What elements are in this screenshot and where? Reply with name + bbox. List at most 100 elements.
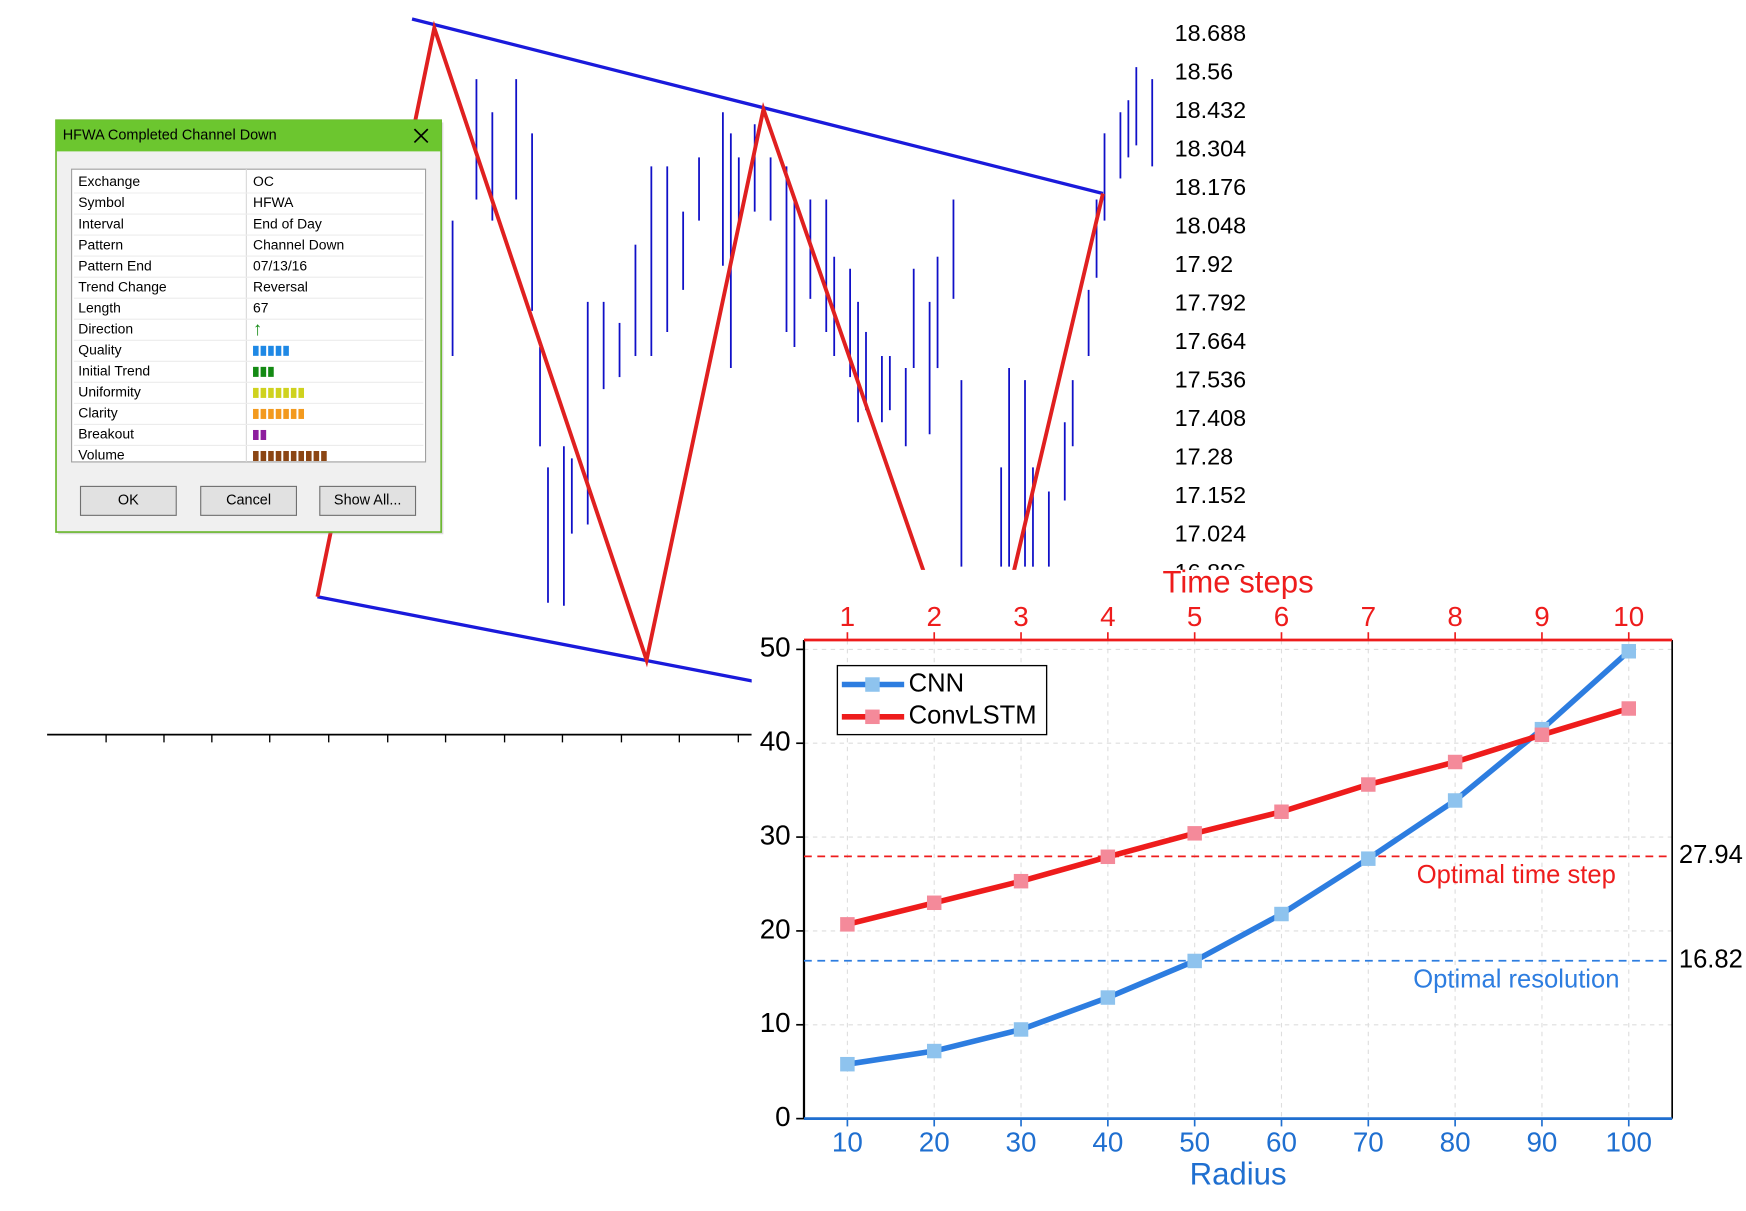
rating-block	[253, 408, 259, 419]
reference-value: 16.82	[1679, 946, 1743, 974]
rating-block	[268, 408, 274, 419]
row-label: Exchange	[78, 173, 140, 189]
price-chart: 18.688 18.56 18.432 18.304 18.176 18.048 17.92…	[47, 17, 1246, 743]
x-tick-marks	[105, 734, 739, 743]
button-label[interactable]: Cancel	[226, 493, 271, 509]
x-tick-label: 40	[1092, 1127, 1123, 1158]
series-marker	[1534, 727, 1550, 743]
row-label: Pattern End	[78, 257, 151, 273]
button[interactable]	[79, 485, 177, 516]
row-value: OC	[253, 173, 274, 189]
rating-block	[260, 429, 267, 440]
x-tick-label: 70	[1353, 1127, 1384, 1158]
row-value: Reversal	[253, 278, 308, 294]
button-label[interactable]: Show All...	[334, 493, 401, 509]
rating-block	[268, 387, 274, 398]
row-label: Trend Change	[78, 278, 167, 294]
legend-label: CNN	[909, 669, 964, 697]
rating-block	[260, 387, 267, 398]
y-tick-label: 20	[760, 913, 791, 944]
x2-tick-label: 10	[1613, 601, 1644, 632]
reference-label: Optimal time step	[1417, 861, 1616, 889]
y-tick-label: 17.536	[1175, 366, 1246, 392]
series-marker	[1013, 1022, 1029, 1037]
reference-value: 27.94	[1679, 841, 1743, 869]
series-marker	[1100, 849, 1116, 865]
row-label: Direction	[78, 320, 133, 336]
y-tick-label: 17.408	[1175, 405, 1246, 431]
close-button[interactable]	[413, 128, 429, 144]
rating-block	[253, 451, 259, 462]
rating-block	[283, 408, 289, 419]
y-tick-label: 0	[775, 1101, 790, 1132]
y-tick-label: 17.152	[1175, 482, 1246, 508]
y-tick-label: 18.56	[1175, 58, 1233, 84]
row-label: Quality	[78, 342, 121, 358]
rating-block	[283, 451, 289, 462]
y-tick-label: 17.28	[1175, 444, 1233, 470]
rating-block	[260, 451, 267, 462]
x-tick-label: 20	[919, 1127, 950, 1158]
x2-tick-label: 7	[1361, 601, 1376, 632]
x-tick-label: 80	[1440, 1127, 1471, 1158]
y-tick-label: 17.024	[1175, 521, 1246, 547]
series-marker	[1447, 754, 1463, 770]
x-tick-label: 50	[1179, 1127, 1210, 1158]
series-marker	[1013, 873, 1029, 889]
properties-table	[71, 168, 427, 463]
rating-block	[268, 366, 274, 377]
line-chart: 0 10 20 30 40 50 10 20 30 40 50 60 70 80 90 100 1 2 3 4 5 6 7 8…	[751, 565, 1746, 1211]
channel-line	[411, 17, 1104, 196]
y-tick-label: 50	[760, 632, 791, 663]
rating-block	[290, 408, 297, 419]
row-label: Pattern	[78, 236, 123, 252]
y-tick-label: 10	[760, 1007, 791, 1038]
series-marker	[926, 895, 942, 911]
legend-marker	[865, 677, 880, 692]
rating-block	[260, 366, 267, 377]
rating-block	[275, 345, 282, 356]
x2-tick-label: 1	[840, 601, 855, 632]
y-tick-label: 17.792	[1175, 289, 1246, 315]
row-label: Interval	[78, 215, 124, 231]
series-marker	[840, 1056, 855, 1072]
rating-block	[283, 387, 289, 398]
rating-block	[298, 387, 305, 398]
channel-line	[317, 595, 753, 683]
legend-marker	[865, 709, 880, 725]
y-tick-label: 18.304	[1175, 135, 1246, 161]
rating-block	[283, 345, 289, 356]
x2-tick-label: 8	[1447, 601, 1462, 632]
button[interactable]	[200, 485, 297, 516]
rating-block	[253, 345, 259, 356]
title-bar	[56, 120, 442, 152]
y-tick-label: 30	[760, 819, 791, 850]
rating-block	[275, 451, 282, 462]
rating-block	[321, 451, 327, 462]
series-line	[846, 649, 1631, 1067]
row-value: Channel Down	[253, 236, 344, 252]
button-label[interactable]: OK	[118, 493, 139, 509]
y-tick-label: 18.048	[1175, 212, 1246, 238]
legend-label: ConvLSTM	[909, 702, 1037, 730]
rating-block	[306, 451, 312, 462]
x-axis-title: Radius	[1190, 1157, 1287, 1192]
series-marker	[840, 917, 855, 932]
rating-block	[313, 451, 320, 462]
row-label: Breakout	[78, 426, 134, 442]
row-label: Clarity	[78, 405, 117, 421]
x2-tick-label: 6	[1274, 601, 1289, 632]
rating-block	[298, 408, 305, 419]
y-tick-label: 40	[760, 726, 791, 757]
rating-block	[268, 345, 274, 356]
series-marker	[1621, 701, 1636, 716]
button[interactable]	[319, 485, 417, 516]
row-label: Volume	[78, 447, 125, 463]
y-tick-label: 18.176	[1175, 174, 1246, 200]
series-marker	[1447, 793, 1463, 808]
rating-block	[253, 366, 259, 377]
series-marker	[1361, 777, 1376, 792]
x2-tick-label: 2	[926, 601, 941, 632]
